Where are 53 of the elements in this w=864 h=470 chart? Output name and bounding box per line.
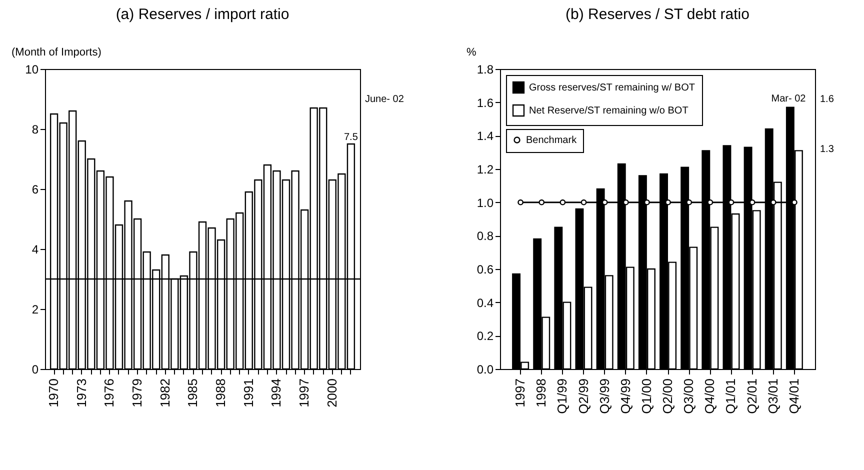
x-tick-label: 1985 — [185, 378, 200, 408]
x-tick-label: 1997 — [512, 378, 528, 408]
x-tick-label: Q1/00 — [638, 378, 654, 414]
y-tick-label: 0.6 — [476, 262, 494, 276]
text: 1.6 — [820, 94, 834, 105]
x-tick-label: 1997 — [296, 378, 312, 408]
legend-label: Benchmark — [526, 135, 578, 146]
y-tick-label: 1.2 — [476, 162, 494, 176]
x-tick-label: Q2/00 — [660, 378, 676, 414]
x-tick-label: Q1/99 — [554, 378, 570, 414]
legend-label: Net Reserve/ST remaining w/o BOT — [529, 106, 688, 116]
x-tick-label: 1994 — [268, 378, 284, 408]
y-tick-label: 0 — [32, 362, 39, 376]
y-tick-label: 1.0 — [476, 196, 494, 210]
x-tick-label: Q3/99 — [596, 378, 612, 414]
x-tick-label: 1988 — [213, 378, 228, 408]
y-tick-label: 6 — [32, 182, 39, 196]
y-tick-label: 0.2 — [476, 329, 494, 344]
x-tick-label: 1973 — [74, 378, 89, 408]
x-tick-label: Q2/01 — [744, 378, 760, 414]
x-tick-label: 1979 — [130, 378, 145, 408]
chart-title: (b) Reserves / ST debt ratio — [566, 6, 750, 23]
y-tick-label: 0.4 — [476, 296, 494, 310]
y-axis-title: % — [466, 46, 476, 58]
x-tick-label: Q2/99 — [576, 378, 591, 414]
x-tick-label: Q4/00 — [702, 378, 718, 414]
data-label: 7.5 — [344, 132, 358, 143]
y-axis-title: (Month of Imports) — [12, 46, 102, 58]
x-tick-label: Q3/01 — [765, 378, 780, 414]
y-tick-label: 0.8 — [476, 229, 494, 244]
x-tick-label: 1982 — [157, 378, 172, 408]
y-tick-label: 8 — [32, 122, 39, 136]
x-tick-label: Q4/01 — [786, 378, 802, 414]
y-tick-label: 10 — [25, 62, 39, 76]
x-tick-label: Q1/01 — [723, 378, 738, 414]
y-tick-label: 1.6 — [476, 96, 494, 110]
y-tick-label: 1.4 — [476, 129, 494, 144]
text: 1.3 — [820, 144, 834, 155]
x-tick-label: 1976 — [102, 378, 117, 408]
y-tick-label: 0.0 — [476, 362, 494, 376]
x-tick-label: 1970 — [46, 378, 62, 408]
chart-title: (a) Reserves / import ratio — [116, 6, 290, 23]
legend-label: Gross reserves/ST remaining w/ BOT — [529, 82, 695, 94]
x-tick-label: 2000 — [324, 378, 340, 408]
y-tick-label: 2 — [32, 302, 39, 316]
x-tick-label: 1998 — [534, 378, 549, 408]
annotation: Mar- 02 — [771, 93, 806, 104]
x-tick-label: 1991 — [240, 378, 256, 408]
y-tick-label: 1.8 — [476, 62, 494, 76]
y-tick-label: 4 — [32, 242, 39, 256]
text: June- 02 — [365, 94, 404, 105]
x-tick-label: Q3/00 — [681, 378, 696, 414]
x-tick-label: Q4/99 — [618, 378, 633, 414]
